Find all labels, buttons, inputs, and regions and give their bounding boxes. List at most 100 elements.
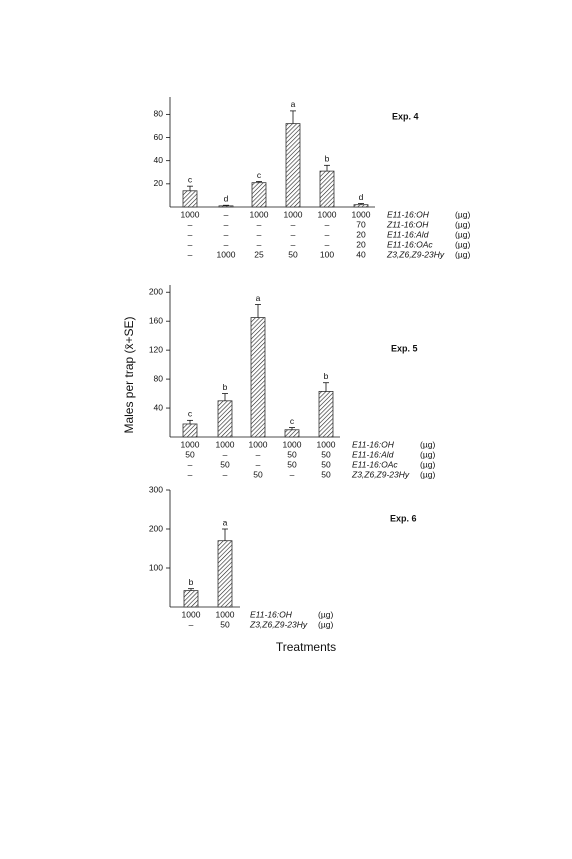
table-cell: 1000 [352, 209, 371, 219]
table-cell: – [257, 219, 262, 229]
table-cell: – [224, 219, 229, 229]
table-cell: – [223, 469, 228, 479]
compound-label: E11-16:OH [250, 609, 293, 619]
table-cell: – [188, 219, 193, 229]
table-cell: 40 [356, 249, 366, 259]
bar [285, 123, 301, 208]
table-cell: 1000 [250, 209, 269, 219]
bar [251, 182, 267, 208]
y-axis-label: Males per trap (x̄+SE) [122, 316, 136, 433]
compound-label: Z3,Z6,Z9-23Hy [351, 469, 410, 479]
table-cell: 100 [320, 249, 334, 259]
table-cell: 50 [321, 449, 331, 459]
table-cell: – [325, 239, 330, 249]
table-cell: 1000 [283, 439, 302, 449]
table-cell: – [257, 229, 262, 239]
y-tick-label: 40 [154, 402, 164, 412]
compound-label: E11-16:OAc [352, 459, 398, 469]
table-cell: – [291, 219, 296, 229]
table-cell: – [291, 229, 296, 239]
table-cell: 1000 [217, 249, 236, 259]
significance-letter: b [189, 577, 194, 587]
bar [284, 429, 300, 438]
table-cell: 50 [220, 619, 230, 629]
table-cell: – [291, 239, 296, 249]
significance-letter: a [223, 517, 228, 527]
significance-letter: b [325, 154, 330, 164]
y-tick-label: 120 [149, 344, 163, 354]
significance-letter: c [290, 416, 295, 426]
compound-label: E11-16:OH [387, 209, 430, 219]
table-cell: 25 [254, 249, 264, 259]
table-cell: – [257, 239, 262, 249]
unit-label: (µg) [455, 219, 470, 229]
table-cell: 50 [287, 459, 297, 469]
y-tick-label: 200 [149, 286, 163, 296]
table-cell: 1000 [181, 209, 200, 219]
panel-title: Exp. 5 [391, 343, 418, 353]
compound-label: E11-16:Ald [387, 229, 429, 239]
y-tick-label: 60 [154, 132, 164, 142]
compound-label: Z3,Z6,Z9-23Hy [249, 619, 308, 629]
unit-label: (µg) [455, 249, 470, 259]
table-cell: – [223, 449, 228, 459]
unit-label: (µg) [420, 469, 435, 479]
bar [217, 400, 233, 438]
unit-label: (µg) [420, 459, 435, 469]
unit-label: (µg) [455, 229, 470, 239]
table-cell: 20 [356, 229, 366, 239]
bar [318, 390, 334, 438]
unit-label: (µg) [455, 209, 470, 219]
table-cell: 50 [185, 449, 195, 459]
significance-letter: a [256, 293, 261, 303]
unit-label: (µg) [318, 619, 333, 629]
significance-letter: c [188, 409, 193, 419]
table-cell: 50 [321, 459, 331, 469]
table-cell: 50 [253, 469, 263, 479]
table-cell: 50 [220, 459, 230, 469]
table-cell: 50 [287, 449, 297, 459]
table-cell: 1000 [216, 609, 235, 619]
y-tick-label: 160 [149, 315, 163, 325]
panel-title: Exp. 4 [392, 111, 419, 121]
table-cell: – [188, 469, 193, 479]
compound-label: E11-16:OH [352, 439, 395, 449]
unit-label: (µg) [455, 239, 470, 249]
y-tick-label: 200 [149, 523, 163, 533]
table-cell: – [188, 459, 193, 469]
table-cell: – [188, 249, 193, 259]
significance-letter: d [224, 194, 229, 204]
x-axis-label: Treatments [276, 640, 336, 654]
y-tick-label: 40 [154, 155, 164, 165]
significance-letter: c [257, 170, 262, 180]
table-cell: 1000 [249, 439, 268, 449]
table-cell: – [189, 619, 194, 629]
table-cell: 1000 [216, 439, 235, 449]
bar [218, 205, 234, 208]
bar [182, 190, 198, 208]
unit-label: (µg) [420, 449, 435, 459]
compound-label: E11-16:Ald [352, 449, 394, 459]
y-tick-label: 80 [154, 109, 164, 119]
significance-letter: c [188, 174, 193, 184]
table-cell: – [224, 239, 229, 249]
compound-label: Z3,Z6,Z9-23Hy [386, 249, 445, 259]
table-cell: – [325, 229, 330, 239]
bar [182, 423, 198, 438]
y-tick-label: 80 [154, 373, 164, 383]
significance-letter: b [223, 382, 228, 392]
panel-title: Exp. 6 [390, 513, 417, 523]
bar [353, 204, 369, 208]
bar [183, 590, 199, 608]
table-cell: – [290, 469, 295, 479]
table-cell: 20 [356, 239, 366, 249]
bar [217, 540, 233, 608]
table-cell: 1000 [318, 209, 337, 219]
table-cell: – [256, 459, 261, 469]
table-cell: 1000 [181, 439, 200, 449]
y-tick-label: 100 [149, 562, 163, 572]
significance-letter: d [359, 192, 364, 202]
table-cell: – [256, 449, 261, 459]
unit-label: (µg) [420, 439, 435, 449]
